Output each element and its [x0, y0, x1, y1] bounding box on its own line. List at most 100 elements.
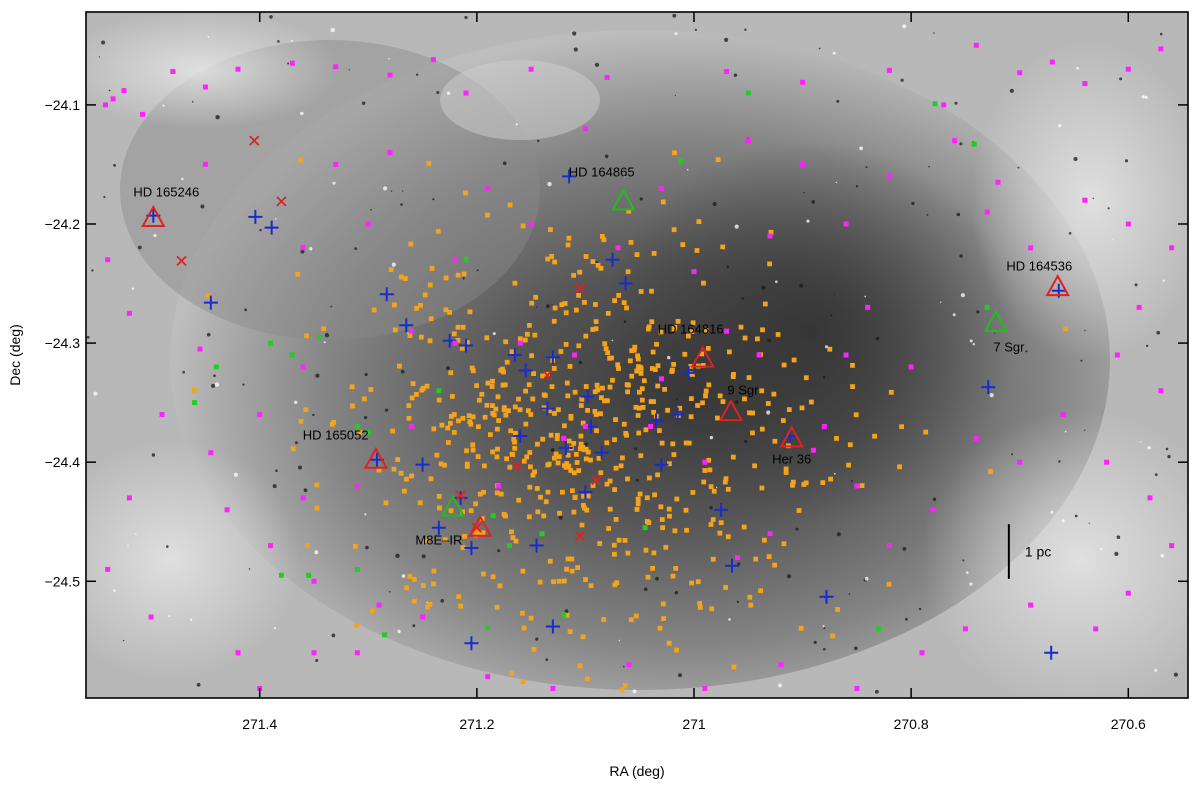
background-star	[678, 673, 682, 678]
square-point	[148, 614, 154, 620]
cluster-point	[564, 612, 570, 618]
background-star	[1145, 344, 1149, 348]
cluster-point	[504, 456, 509, 462]
background-star	[940, 301, 942, 303]
background-star	[101, 40, 106, 45]
cluster-point	[625, 389, 630, 395]
cluster-point	[509, 670, 514, 676]
plus-point	[453, 490, 468, 505]
square-point	[257, 412, 263, 417]
cluster-point	[579, 396, 585, 402]
cluster-point	[612, 298, 617, 303]
square-point	[140, 111, 145, 117]
plus-point	[819, 589, 834, 604]
cluster-point	[495, 394, 501, 400]
cluster-point	[809, 399, 814, 405]
background-star	[623, 175, 626, 178]
cluster-point	[662, 387, 667, 392]
square-point	[1082, 197, 1088, 203]
cluster-point	[628, 617, 634, 623]
cluster-point	[424, 383, 430, 389]
cluster-point	[607, 478, 613, 484]
cluster-point	[573, 452, 579, 457]
cluster-point	[517, 407, 523, 413]
triangle-point	[363, 446, 389, 469]
cluster-point	[598, 411, 603, 417]
cluster-point	[392, 327, 398, 333]
cluster-point	[437, 505, 442, 511]
square-point	[1028, 602, 1034, 608]
square-point	[333, 161, 339, 167]
background-star	[795, 527, 799, 531]
square-point	[430, 57, 436, 63]
y-tick-label: −24.2	[45, 216, 81, 232]
background-star	[213, 374, 216, 378]
cluster-point	[418, 302, 423, 308]
plus-point	[415, 457, 430, 472]
cluster-point	[540, 373, 545, 379]
cluster-point	[460, 545, 466, 550]
cluster-point	[554, 436, 560, 441]
cluster-point	[612, 437, 617, 443]
background-star	[1011, 453, 1014, 456]
cluster-point	[577, 269, 583, 275]
plus-point	[649, 413, 663, 428]
background-star	[1074, 514, 1078, 518]
cluster-point	[627, 358, 633, 364]
object-label: HD 164816	[658, 322, 724, 337]
cluster-point	[786, 407, 792, 412]
background-star	[113, 589, 116, 592]
square-point	[1125, 590, 1131, 596]
x-tick-label: 271.2	[459, 716, 494, 732]
cluster-point	[658, 504, 664, 510]
background-star	[1116, 535, 1121, 539]
cluster-point	[607, 506, 613, 512]
cluster-point	[695, 579, 701, 585]
cluster-point	[748, 602, 754, 608]
background-star	[248, 568, 251, 570]
cluster-point	[723, 585, 728, 590]
square-point	[1158, 46, 1164, 52]
cluster-point	[404, 585, 409, 591]
cluster-point	[435, 229, 441, 234]
cluster-point	[780, 418, 786, 423]
square-point	[1114, 352, 1120, 358]
background-star	[956, 212, 961, 217]
cluster-point	[613, 517, 619, 522]
cluster-point	[545, 489, 551, 495]
cluster-point	[803, 375, 809, 381]
cluster-point	[556, 407, 561, 413]
square-point	[105, 566, 111, 572]
cluster-point	[547, 408, 552, 414]
cluster-point	[689, 329, 695, 334]
cluster-point	[621, 421, 627, 427]
cluster-point	[493, 406, 499, 412]
cluster-point	[601, 237, 607, 243]
cluster-point	[605, 398, 610, 404]
cluster-point	[551, 366, 557, 371]
square-point	[572, 352, 578, 358]
cluster-point	[451, 412, 457, 417]
cluster-point	[618, 463, 624, 469]
cluster-point	[482, 463, 487, 469]
cluster-point	[768, 229, 774, 235]
background-star	[833, 472, 836, 475]
background-star	[300, 111, 304, 116]
cluster-point	[689, 580, 694, 586]
background-star	[515, 123, 518, 126]
cluster-point	[607, 384, 613, 390]
cluster-point	[436, 397, 442, 403]
square-point	[103, 102, 108, 108]
cluster-point	[888, 389, 894, 395]
background-star	[440, 599, 445, 603]
square-point	[854, 483, 860, 489]
plus-point	[1044, 645, 1059, 660]
cluster-point	[830, 633, 835, 639]
cluster-point	[710, 517, 716, 522]
background-star	[918, 607, 922, 611]
cluster-point	[409, 473, 414, 479]
cluster-point	[637, 491, 643, 497]
cluster-point	[481, 571, 486, 577]
cluster-point	[551, 579, 556, 585]
background-star	[960, 293, 966, 298]
